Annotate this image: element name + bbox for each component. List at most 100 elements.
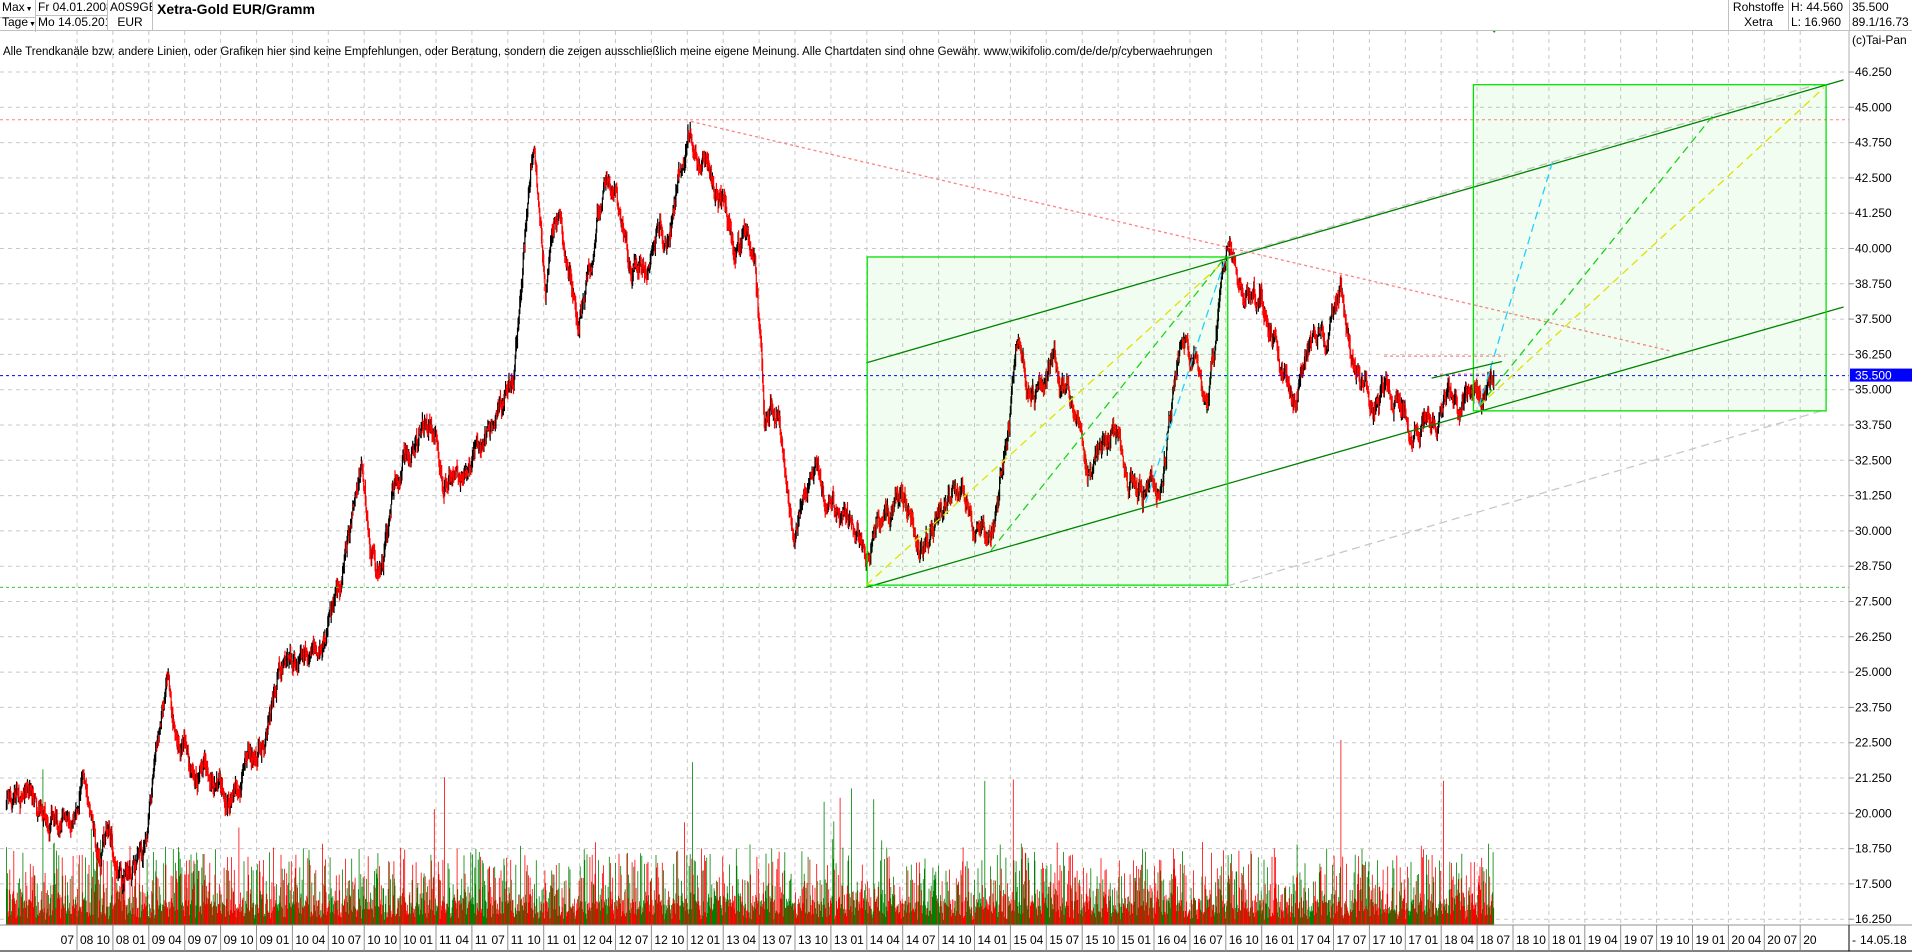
x-tick-label: 14 xyxy=(906,933,920,947)
x-tick-label: 04 xyxy=(312,933,326,947)
x-tick-label: 13 xyxy=(798,933,812,947)
x-tick-label: 07 xyxy=(204,933,218,947)
x-tick-label: 10 xyxy=(527,933,541,947)
x-tick-label: 10 xyxy=(331,933,345,947)
x-tick-label: 09 xyxy=(152,933,166,947)
interval-select[interactable]: Tage▼ xyxy=(0,15,36,32)
x-tick-label: 04 xyxy=(886,933,900,947)
x-tick-label: 12 xyxy=(654,933,668,947)
range-select[interactable]: Max▼ xyxy=(0,0,36,18)
drawing-line-4[interactable] xyxy=(866,79,1844,364)
y-tick-label: 23.750 xyxy=(1855,700,1892,714)
x-tick-label: 04 xyxy=(599,933,613,947)
y-tick-label: 32.500 xyxy=(1855,453,1892,467)
x-tick-label: 16 xyxy=(1193,933,1207,947)
x-tick-label: 16 xyxy=(1229,933,1243,947)
x-tick-label: 19 xyxy=(1660,933,1674,947)
x-tick-label: 19 xyxy=(1624,933,1638,947)
grid xyxy=(0,31,1853,925)
x-tick-label: 19 xyxy=(1588,933,1602,947)
cursor-value: 89.1/16.73 xyxy=(1852,15,1909,29)
x-tick-label: 10 xyxy=(1533,933,1547,947)
y-tick-label: 22.500 xyxy=(1855,736,1892,750)
x-tick-label: 01 xyxy=(132,933,146,947)
category: Rohstoffe xyxy=(1728,0,1789,15)
x-tick-label: 11 xyxy=(475,933,488,947)
date-from[interactable]: Fr 04.01.2008 xyxy=(36,0,108,16)
x-tick-label: 12 xyxy=(690,933,704,947)
y-tick-label: 37.500 xyxy=(1855,312,1892,326)
drawing-line-18[interactable] xyxy=(1431,360,1502,379)
x-tick-label: 20 xyxy=(1803,933,1817,947)
x-tick-label: 09 xyxy=(260,933,274,947)
y-tick-label: 45.000 xyxy=(1855,100,1892,114)
x-tick-label: 11 xyxy=(511,933,524,947)
x-tick-label: 14 xyxy=(978,933,992,947)
x-tick-label: 01 xyxy=(563,933,577,947)
drawing-line-13[interactable] xyxy=(1478,87,1825,407)
drawing-line-6[interactable] xyxy=(1227,84,1817,258)
x-tick-label: 07 xyxy=(1066,933,1080,947)
x-cursor-label: 14.05.18 xyxy=(1860,933,1907,947)
drawing-line-10[interactable] xyxy=(865,259,1227,586)
x-tick-label: 10 xyxy=(958,933,972,947)
x-tick-label: 10 xyxy=(1245,933,1259,947)
x-tick-label: 04 xyxy=(168,933,182,947)
x-tick-label: 07 xyxy=(1209,933,1223,947)
x-tick-label: 18 xyxy=(1444,933,1458,947)
y-tick-label: 43.750 xyxy=(1855,136,1892,150)
interval-label: Tage xyxy=(2,15,29,29)
x-tick-label: 10 xyxy=(1676,933,1690,947)
exchange: Xetra xyxy=(1728,15,1789,30)
x-tick-label: 15 xyxy=(1049,933,1063,947)
x-tick-label: 08 xyxy=(80,933,94,947)
x-tick-label: 13 xyxy=(762,933,776,947)
drawing-line-7[interactable] xyxy=(1227,408,1827,587)
x-tick-label: 11 xyxy=(439,933,452,947)
x-tick-label: 10 xyxy=(403,933,417,947)
x-tick-label: 04 xyxy=(1461,933,1475,947)
x-tick-label: 12 xyxy=(583,933,597,947)
x-tick-label: 10 xyxy=(240,933,254,947)
x-tick-label: 07 xyxy=(61,933,75,947)
drawing-line-11[interactable] xyxy=(990,257,1225,552)
x-tick-label: 01 xyxy=(1425,933,1439,947)
drawing-line-14[interactable] xyxy=(1478,115,1714,407)
copyright: (c)Tai-Pan xyxy=(1852,33,1907,47)
y-tick-label: 38.750 xyxy=(1855,277,1892,291)
x-tick-label: 10 xyxy=(97,933,111,947)
x-tick-label: 15 xyxy=(1121,933,1135,947)
y-tick-label: 17.500 xyxy=(1855,877,1892,891)
drawing-line-3[interactable] xyxy=(866,306,1844,589)
volume-bars xyxy=(6,740,1495,925)
drawings xyxy=(0,79,1849,589)
drawing-rect-9[interactable] xyxy=(1472,84,1827,412)
range-label: Max xyxy=(2,0,25,14)
volume-down-bars xyxy=(7,740,1493,925)
price-down-bars xyxy=(7,128,1494,890)
x-tick-label: 17 xyxy=(1301,933,1315,947)
current-price-label: 35.500 xyxy=(1855,369,1892,383)
x-tick-label: 07 xyxy=(1497,933,1511,947)
x-tick-label: 07 xyxy=(635,933,649,947)
drawing-line-12[interactable] xyxy=(1144,256,1227,503)
x-tick-label: 08 xyxy=(116,933,130,947)
x-tick-label: 04 xyxy=(456,933,470,947)
y-tick-label: 26.250 xyxy=(1855,630,1892,644)
x-tick-label: 01 xyxy=(1281,933,1295,947)
drawing-line-15[interactable] xyxy=(1478,161,1554,407)
currency: EUR xyxy=(108,15,153,30)
x-tick-label: 04 xyxy=(1748,933,1762,947)
chart-title: Xetra-Gold EUR/Gramm xyxy=(157,1,315,17)
x-tick-label: 10 xyxy=(1389,933,1403,947)
x-tick-label: 18 xyxy=(1516,933,1530,947)
x-tick-label: 13 xyxy=(726,933,740,947)
price-bars xyxy=(5,121,1495,894)
drawing-rect-8[interactable] xyxy=(866,256,1229,586)
date-to[interactable]: Mo 14.05.2018 xyxy=(36,15,108,30)
dropdown-arrow-icon: ▼ xyxy=(29,21,36,28)
current-price-badge xyxy=(1850,368,1912,382)
x-tick-label: 04 xyxy=(1030,933,1044,947)
x-tick-label: 10 xyxy=(295,933,309,947)
